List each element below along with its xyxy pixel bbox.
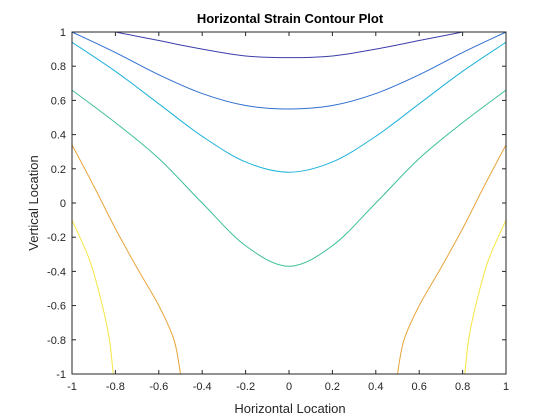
x-tick-label: -0.8	[106, 381, 125, 393]
y-axis: -1 -0.8 -0.6 -0.4 -0.2 0 0.2 0.4 0.6 0.8 1	[47, 27, 506, 381]
x-tick-label: 0.4	[368, 381, 383, 393]
x-axis-label: Horizontal Location	[234, 401, 345, 416]
y-tick-label: -0.4	[47, 266, 66, 278]
x-tick-label: 0.2	[325, 381, 340, 393]
contour-line-1	[115, 31, 463, 59]
y-tick-label: 0.6	[51, 95, 66, 107]
contour-lines	[71, 31, 507, 375]
contour-line-7	[71, 219, 114, 375]
x-tick-label: -0.6	[149, 381, 168, 393]
x-axis: -1 -0.8 -0.6 -0.4 -0.2 0 0.2 0.4 0.6 0.8 1	[67, 32, 509, 393]
y-tick-label: 0.8	[51, 61, 66, 73]
x-tick-label: 1	[503, 381, 509, 393]
y-tick-label: 1	[60, 27, 66, 39]
y-tick-label: -0.6	[47, 301, 66, 313]
contour-line-6	[397, 144, 507, 375]
y-tick-label: -0.2	[47, 232, 66, 244]
y-tick-label: -1	[56, 369, 66, 381]
y-tick-label: 0	[60, 198, 66, 210]
plot-area-frame	[71, 31, 507, 375]
y-axis-label: Vertical Location	[26, 155, 41, 250]
x-tick-label: -0.2	[236, 381, 255, 393]
contour-line-2	[71, 31, 507, 110]
contour-line-4	[71, 89, 507, 267]
contour-line-3	[71, 41, 507, 173]
chart-title: Horizontal Strain Contour Plot	[197, 11, 384, 26]
y-tick-label: 0.4	[51, 130, 66, 142]
x-tick-label: 0.6	[412, 381, 427, 393]
y-tick-label: -0.8	[47, 335, 66, 347]
x-tick-label: 0	[286, 381, 292, 393]
contour-line-8	[464, 219, 507, 375]
x-tick-label: -0.4	[193, 381, 212, 393]
x-tick-label: -1	[67, 381, 77, 393]
y-tick-label: 0.2	[51, 164, 66, 176]
contour-line-5	[71, 144, 181, 375]
x-tick-label: 0.8	[455, 381, 470, 393]
